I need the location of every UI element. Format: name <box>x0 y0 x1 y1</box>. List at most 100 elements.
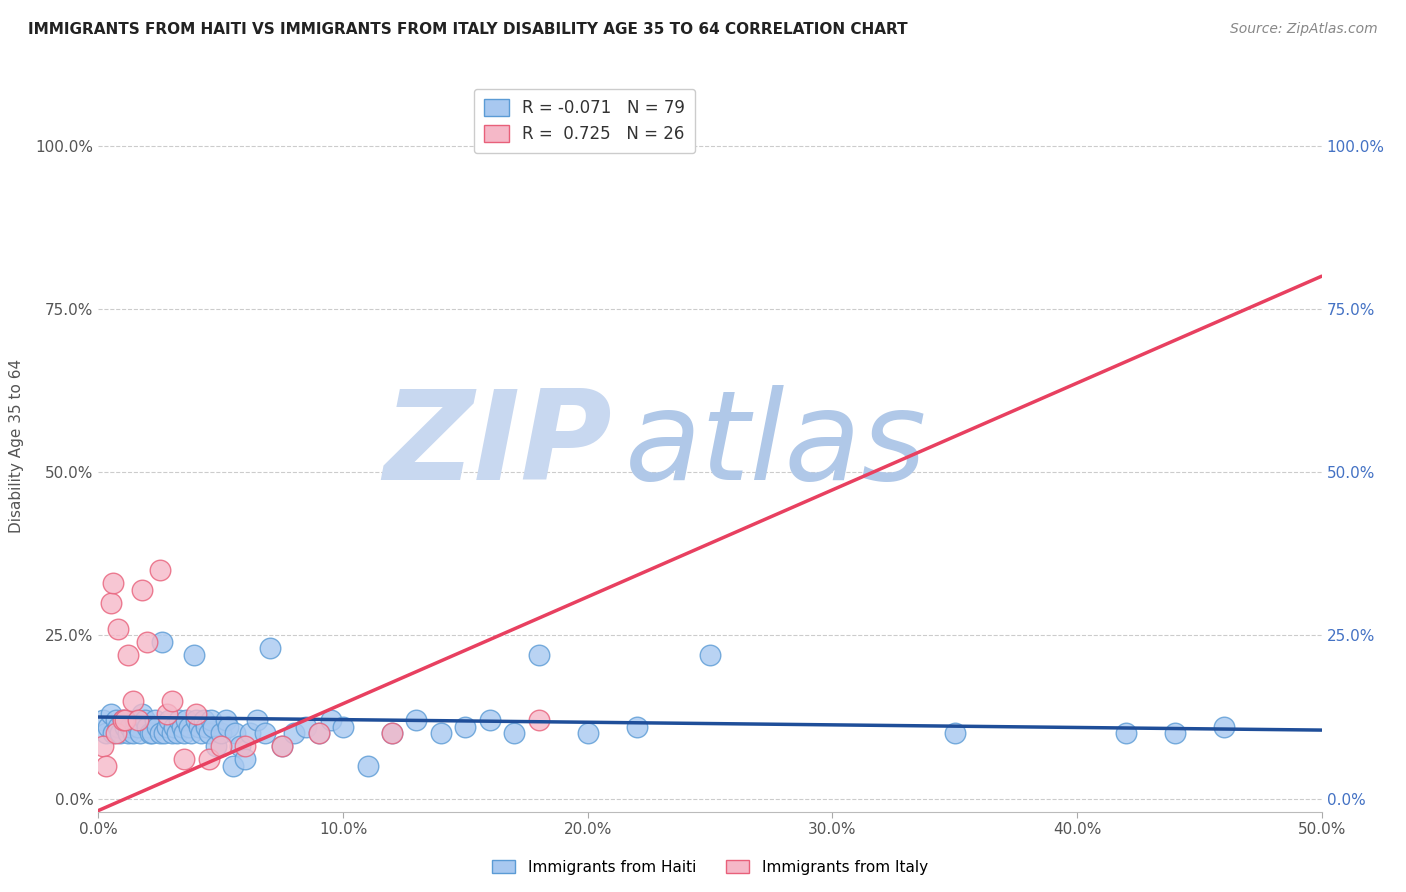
Point <box>503 726 526 740</box>
Point <box>121 694 143 708</box>
Point <box>195 720 218 734</box>
Point <box>104 714 127 728</box>
Point <box>160 726 183 740</box>
Point <box>332 720 354 734</box>
Point <box>170 720 193 734</box>
Point <box>149 563 172 577</box>
Point <box>134 714 156 728</box>
Point <box>217 720 239 734</box>
Point <box>430 726 453 740</box>
Point <box>157 714 180 728</box>
Point <box>117 648 139 662</box>
Point <box>139 726 162 740</box>
Point <box>214 714 236 728</box>
Y-axis label: Disability Age 35 to 64: Disability Age 35 to 64 <box>10 359 24 533</box>
Point <box>167 714 190 728</box>
Point <box>101 726 124 740</box>
Point <box>143 714 166 728</box>
Point <box>114 714 136 728</box>
Point <box>156 720 179 734</box>
Point <box>270 739 294 754</box>
Point <box>104 726 127 740</box>
Point <box>101 576 124 591</box>
Point <box>114 720 136 734</box>
Point <box>270 739 294 754</box>
Point <box>166 726 188 740</box>
Point <box>381 726 404 740</box>
Point <box>146 720 169 734</box>
Point <box>100 596 122 610</box>
Point <box>127 714 149 728</box>
Point <box>295 720 318 734</box>
Point <box>149 726 172 740</box>
Point <box>699 648 721 662</box>
Point <box>127 720 149 734</box>
Point <box>186 706 208 721</box>
Point <box>163 720 186 734</box>
Point <box>136 720 159 734</box>
Point <box>1164 726 1187 740</box>
Point <box>197 752 219 766</box>
Point <box>209 739 232 754</box>
Point <box>943 726 966 740</box>
Point <box>91 714 114 728</box>
Point <box>187 720 209 734</box>
Point <box>239 726 262 740</box>
Point <box>156 706 179 721</box>
Point <box>233 739 256 754</box>
Point <box>308 726 330 740</box>
Point <box>259 641 281 656</box>
Point <box>141 726 163 740</box>
Point <box>131 582 153 597</box>
Point <box>131 706 153 721</box>
Point <box>107 622 129 636</box>
Point <box>136 635 159 649</box>
Point <box>197 726 219 740</box>
Point <box>120 720 142 734</box>
Point <box>253 726 276 740</box>
Point <box>405 714 427 728</box>
Point <box>94 726 117 740</box>
Point <box>176 714 198 728</box>
Point <box>209 726 232 740</box>
Text: atlas: atlas <box>624 385 927 507</box>
Point <box>381 726 404 740</box>
Point <box>229 739 252 754</box>
Text: Source: ZipAtlas.com: Source: ZipAtlas.com <box>1230 22 1378 37</box>
Point <box>107 720 129 734</box>
Legend: Immigrants from Haiti, Immigrants from Italy: Immigrants from Haiti, Immigrants from I… <box>486 854 934 881</box>
Point <box>150 635 173 649</box>
Point <box>527 648 550 662</box>
Point <box>319 714 342 728</box>
Point <box>180 726 202 740</box>
Point <box>454 720 477 734</box>
Point <box>129 726 152 740</box>
Text: IMMIGRANTS FROM HAITI VS IMMIGRANTS FROM ITALY DISABILITY AGE 35 TO 64 CORRELATI: IMMIGRANTS FROM HAITI VS IMMIGRANTS FROM… <box>28 22 908 37</box>
Point <box>117 726 139 740</box>
Point <box>233 752 256 766</box>
Point <box>111 714 134 728</box>
Point <box>246 714 269 728</box>
Point <box>193 714 215 728</box>
Point <box>177 720 200 734</box>
Point <box>173 726 195 740</box>
Point <box>200 714 222 728</box>
Point <box>186 714 208 728</box>
Point <box>478 714 501 728</box>
Point <box>1212 720 1234 734</box>
Point <box>224 726 246 740</box>
Point <box>202 720 225 734</box>
Point <box>527 714 550 728</box>
Point <box>100 706 122 721</box>
Point <box>153 726 176 740</box>
Point <box>283 726 305 740</box>
Point <box>222 759 245 773</box>
Point <box>110 726 132 740</box>
Point <box>1115 726 1137 740</box>
Point <box>626 720 648 734</box>
Point <box>205 739 228 754</box>
Point <box>183 648 205 662</box>
Point <box>173 752 195 766</box>
Point <box>121 726 143 740</box>
Text: ZIP: ZIP <box>384 385 612 507</box>
